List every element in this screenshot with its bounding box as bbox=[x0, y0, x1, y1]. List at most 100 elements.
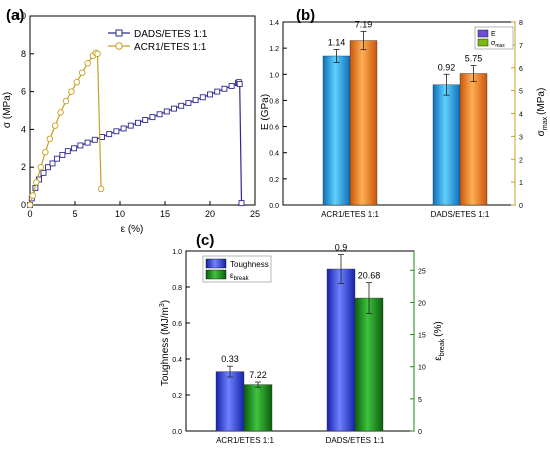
legend-sigma-sub: max bbox=[495, 43, 505, 49]
y-tick-label: 10 bbox=[16, 11, 26, 21]
bar-strength bbox=[459, 73, 488, 206]
data-point-square bbox=[221, 85, 228, 92]
data-point-square bbox=[228, 82, 235, 89]
y-tick-label: 4 bbox=[21, 124, 26, 134]
y-tick-label: 0.0 bbox=[269, 203, 279, 210]
data-point-square bbox=[178, 102, 185, 109]
data-label: 7.22 bbox=[249, 370, 267, 380]
data-point-circle bbox=[62, 97, 70, 105]
panel-b-y-axis-label: E (GPa) bbox=[260, 94, 271, 130]
panel-a-x-axis-label: ε (%) bbox=[121, 224, 144, 235]
right-y-tick-label: 1 bbox=[519, 180, 523, 187]
panel-c-y-axis-label: Toughness (MJ/m3) bbox=[159, 300, 171, 386]
data-point-circle bbox=[57, 109, 64, 116]
panel-c-category-1: ACR1/ETES 1:1 bbox=[216, 436, 274, 445]
legend-epsilon-sub: break bbox=[234, 276, 250, 282]
bar-modulus bbox=[432, 84, 461, 206]
panel-a-plot-frame bbox=[29, 15, 256, 206]
bar-toughness bbox=[326, 268, 356, 432]
panel-a-stress-strain: (a) 0 5 10 15 20 25 0 2 4 6 8 10 ε (%) σ (MPa) DADS… bbox=[2, 7, 260, 235]
toughness-label-close: ) bbox=[160, 300, 171, 303]
data-point-square bbox=[171, 105, 177, 112]
y-tick-label: 1.0 bbox=[269, 72, 279, 79]
data-point-square bbox=[106, 131, 113, 138]
legend-swatch-elongation bbox=[205, 269, 227, 280]
panel-c-label: (c) bbox=[196, 232, 214, 249]
data-point-square bbox=[59, 151, 66, 158]
panel-a-y-axis-label: σ (MPa) bbox=[2, 92, 13, 128]
right-y-tick-label: 5 bbox=[519, 89, 523, 96]
panel-c-category-2: DADS/ETES 1:1 bbox=[326, 436, 385, 445]
right-y-tick-label: 5 bbox=[418, 397, 422, 404]
right-y-tick-label: 0 bbox=[519, 203, 523, 210]
data-point-square bbox=[149, 114, 156, 121]
data-point-square bbox=[142, 116, 149, 123]
data-point-square bbox=[207, 91, 213, 98]
data-point-square bbox=[71, 145, 78, 152]
y-tick-label: 1.2 bbox=[269, 46, 279, 53]
legend-swatch-e bbox=[477, 29, 489, 38]
legend-label-sigma: σmax bbox=[491, 40, 505, 49]
data-point-circle bbox=[37, 163, 45, 171]
right-y-tick-label: 25 bbox=[418, 268, 426, 275]
y-tick-label: 0.2 bbox=[172, 393, 182, 400]
y-tick-label: 0.8 bbox=[172, 285, 182, 292]
bar-modulus bbox=[322, 55, 351, 206]
y-tick-label: 6 bbox=[21, 87, 26, 97]
data-point-square bbox=[185, 99, 192, 106]
panel-b-category-2: DADS/ETES 1:1 bbox=[431, 210, 490, 219]
x-tick-label: 15 bbox=[160, 209, 170, 219]
panel-b-right-axis-label: σmax(MPa) bbox=[536, 88, 549, 137]
y-tick-label: 1.0 bbox=[172, 249, 182, 256]
y-tick-label: 1.4 bbox=[269, 20, 279, 27]
legend-label-elongation: εbreak bbox=[230, 271, 250, 282]
data-label: 5.75 bbox=[465, 53, 483, 63]
data-point-square bbox=[163, 108, 170, 115]
sigma-subscript: max bbox=[542, 116, 549, 130]
x-tick-label: 10 bbox=[115, 209, 125, 219]
epsilon-symbol: ε bbox=[433, 356, 444, 361]
data-point-square bbox=[192, 97, 199, 104]
right-y-tick-label: 2 bbox=[519, 157, 523, 164]
data-label: 0.92 bbox=[438, 62, 456, 72]
sigma-unit: (MPa) bbox=[536, 88, 547, 115]
legend-marker-circle bbox=[115, 42, 123, 50]
legend-label-e: E bbox=[491, 31, 496, 38]
data-point-circle bbox=[84, 60, 91, 67]
right-y-tick-label: 8 bbox=[519, 20, 523, 27]
legend-epsilon-symbol: ε bbox=[230, 271, 234, 280]
panel-b-ticks: 0.0 0.2 0.4 0.6 0.8 1.0 1.2 1.4 0 1 2 3 4 5 6 7 8 bbox=[269, 20, 523, 210]
panel-c-toughness: (c) 0.0 0.2 0.4 0.6 0.8 1.0 0 5 10 15 20 25 0.33 7.2… bbox=[159, 232, 446, 445]
data-point-square bbox=[120, 125, 127, 132]
x-tick-label: 5 bbox=[72, 209, 77, 219]
right-y-tick-label: 0 bbox=[418, 429, 422, 436]
data-point-circle bbox=[68, 88, 75, 95]
legend-label-acr1: ACR1/ETES 1:1 bbox=[134, 42, 207, 53]
data-point-square bbox=[236, 81, 243, 87]
panel-c-ticks: 0.0 0.2 0.4 0.6 0.8 1.0 0 5 10 15 20 25 bbox=[172, 249, 426, 436]
data-point-circle bbox=[33, 179, 40, 186]
data-point-square bbox=[127, 122, 134, 129]
x-tick-label: 25 bbox=[250, 209, 260, 219]
data-point-square bbox=[64, 148, 71, 155]
data-point-circle bbox=[51, 122, 59, 129]
y-tick-label: 8 bbox=[21, 49, 26, 59]
y-tick-label: 0.6 bbox=[172, 321, 182, 328]
panel-c-bars: 0.33 7.22 0.9 20.68 bbox=[215, 243, 384, 432]
right-y-tick-label: 4 bbox=[519, 112, 523, 119]
data-point-circle bbox=[94, 50, 101, 58]
y-tick-label: 0.4 bbox=[269, 151, 279, 158]
data-point-circle bbox=[42, 148, 49, 156]
y-tick-label: 2 bbox=[21, 162, 26, 172]
data-point-square bbox=[214, 88, 221, 95]
panel-b-label: (b) bbox=[296, 7, 315, 24]
data-point-circle bbox=[73, 78, 81, 86]
data-point-square bbox=[199, 94, 206, 101]
right-y-tick-label: 3 bbox=[519, 134, 523, 141]
legend-swatch-sigma bbox=[477, 38, 489, 47]
data-point-square bbox=[54, 155, 60, 162]
right-y-tick-label: 7 bbox=[519, 43, 523, 50]
bar-elongation bbox=[354, 297, 384, 432]
toughness-label-sup: 3 bbox=[159, 303, 166, 307]
data-point-circle bbox=[78, 69, 86, 76]
